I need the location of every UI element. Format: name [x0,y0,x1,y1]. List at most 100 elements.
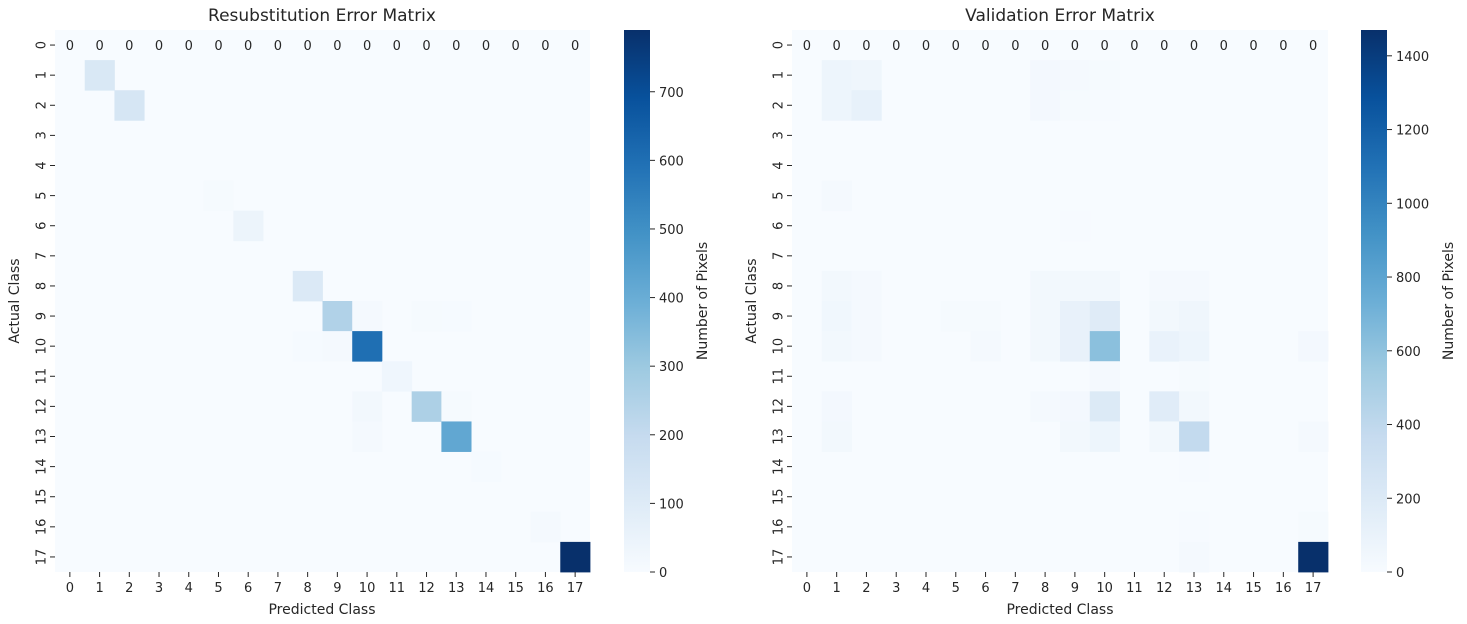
x-tick-label: 7 [1011,581,1019,596]
heatmap-cell [1030,331,1061,362]
cell-annotation: 0 [1309,39,1317,54]
heatmap-cell [381,361,413,392]
heatmap-cell [1149,391,1180,422]
heatmap-cell [352,301,383,332]
y-tick-label: 11 [772,368,787,385]
heatmap-cell [1089,331,1120,362]
y-tick-label: 13 [35,428,50,445]
y-tick-label: 10 [772,338,787,355]
x-tick-label: 2 [125,581,133,596]
cell-annotation: 0 [1279,39,1287,54]
heatmap-cell [970,331,1001,362]
cell-annotation: 0 [1190,39,1198,54]
cell-annotation: 0 [1041,39,1049,54]
heatmap-cell [1149,331,1180,362]
heatmap-cell [1089,301,1120,332]
x-tick-label: 7 [274,581,282,596]
heatmap-cell [821,60,852,91]
heatmap-cell [530,511,561,543]
cell-annotation: 0 [1101,39,1109,54]
x-tick-label: 4 [185,581,193,596]
cell-annotation: 0 [303,39,311,54]
y-tick-label: 1 [35,71,50,79]
cell-annotation: 0 [125,39,133,54]
x-tick-label: 9 [333,581,341,596]
colorbar-tick-label: 0 [1396,566,1404,581]
heatmap-cell [441,421,472,452]
colorbar-tick-label: 800 [1396,271,1421,286]
cell-annotation: 0 [833,39,841,54]
x-tick-label: 8 [1041,581,1049,596]
y-tick-label: 2 [35,101,50,109]
cell-annotation: 0 [1160,39,1168,54]
cell-annotation: 0 [393,39,401,54]
x-tick-label: 11 [1126,581,1143,596]
heatmap-cell [1060,301,1091,332]
heatmap-cell [851,270,882,302]
x-tick-label: 2 [862,581,870,596]
heatmap-cell [411,391,442,422]
y-tick-label: 14 [35,458,50,475]
heatmap-cell [1030,90,1061,121]
colorbar-ticks: 0 100 200 300 400 500 600 700 [650,86,684,581]
y-tick-label: 7 [772,252,787,260]
cell-annotation: 0 [862,39,870,54]
heatmap-cell [1179,391,1210,422]
x-tick-label: 3 [892,581,900,596]
heatmap-cell [821,391,852,422]
colorbar-tick-label: 400 [659,292,684,307]
x-tick-label: 10 [1096,581,1113,596]
x-tick-label: 4 [922,581,930,596]
heatmap-cell [1298,331,1329,362]
colorbar-tick-label: 1200 [1396,124,1429,139]
y-tick-label: 12 [35,398,50,415]
cell-annotation: 0 [1011,39,1019,54]
heatmap-cell [292,270,323,302]
heatmap-cell [1089,391,1120,422]
colorbar-tick-label: 1000 [1396,197,1429,212]
heatmap-cell [292,331,323,362]
x-tick-label: 8 [303,581,311,596]
x-tick-label: 1 [95,581,103,596]
x-tick-label: 6 [244,581,252,596]
y-tick-label: 5 [35,191,50,199]
heatmap-cell [1179,270,1210,302]
heatmap-cell [1179,511,1210,543]
heatmap-cell [471,451,502,483]
cell-annotation: 0 [363,39,371,54]
y-tick-label: 13 [772,428,787,445]
heatmap-cell [851,90,882,121]
cell-annotation: 0 [981,39,989,54]
heatmap-cells [792,30,1329,573]
colorbar: 0 100 200 300 400 500 600 700 Number of Pixels [624,30,711,581]
heatmap-cell [560,541,591,573]
x-tick-label: 11 [389,581,406,596]
cell-annotation: 0 [422,39,430,54]
x-axis: 0 1 2 3 4 5 6 7 8 9 10 11 12 13 14 15 16 17 [66,572,583,596]
x-tick-label: 14 [1216,581,1233,596]
x-tick-label: 0 [803,581,811,596]
cell-annotation: 0 [571,39,579,54]
x-tick-label: 14 [478,581,495,596]
colorbar-tick-label: 1400 [1396,50,1429,65]
heatmap-cell [1089,60,1120,91]
y-tick-label: 5 [772,191,787,199]
colorbar-tick-label: 0 [659,566,667,581]
x-tick-label: 15 [507,581,524,596]
cell-annotation: 0 [214,39,222,54]
heatmap-cell [970,301,1001,332]
cell-annotation: 0 [244,39,252,54]
cell-annotations: 0 0 0 0 0 0 0 0 0 0 0 0 0 0 0 0 0 0 [803,39,1318,54]
colorbar-tick-label: 500 [659,223,684,238]
heatmap-cell [1060,270,1091,302]
colorbar-gradient [1361,30,1387,572]
colorbar-tick-label: 600 [1396,345,1421,360]
cell-annotation: 0 [185,39,193,54]
y-tick-label: 10 [35,338,50,355]
x-tick-label: 3 [155,581,163,596]
y-tick-label: 9 [772,312,787,320]
cell-annotation: 0 [1071,39,1079,54]
heatmap-cell [1060,391,1091,422]
x-axis-label: Predicted Class [268,602,375,618]
